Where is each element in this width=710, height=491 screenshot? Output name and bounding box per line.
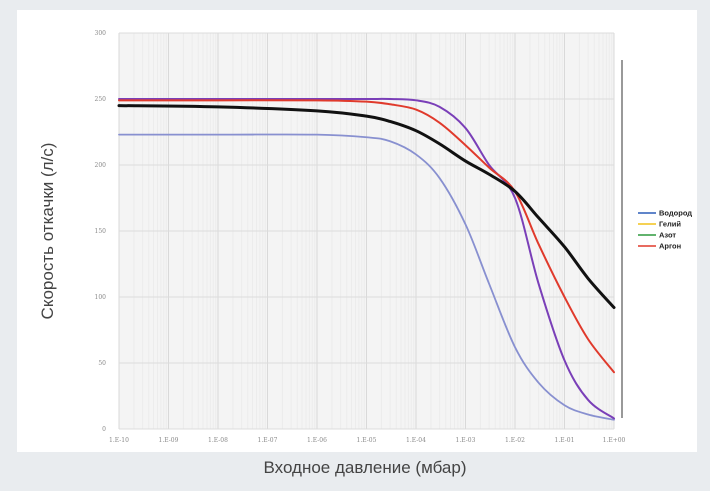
x-tick-label: 1.E-10 [109,437,129,444]
series-line-4 [117,104,616,310]
x-tick-label: 1.E-06 [307,437,327,444]
y-tick-labels: 0 50 100 150 200 250 300 [95,30,107,433]
legend-label: Гелий [659,220,681,229]
legend: Водород Гелий Азот Аргон [638,209,692,251]
x-tick-label: 1.E-03 [456,437,476,444]
y-tick-label: 300 [95,30,107,37]
y-tick-label: 200 [95,162,107,169]
y-axis-title: Скорость откачки (л/с) [38,143,57,320]
legend-label: Аргон [659,242,681,251]
x-tick-label: 1.E-01 [555,437,575,444]
legend-label: Азот [659,231,676,240]
x-axis-title: Входное давление (мбар) [263,458,466,477]
x-tick-label: 1.E-05 [357,437,377,444]
x-tick-label: 1.E+00 [603,437,626,444]
y-tick-label: 100 [95,294,107,301]
series-line-3 [118,99,615,374]
series-line-2 [118,97,615,420]
y-tick-label: 50 [98,360,106,367]
x-tick-label: 1.E-04 [406,437,426,444]
series-lines [117,97,616,421]
x-tick-label: 1.E-08 [208,437,228,444]
x-tick-label: 1.E-09 [159,437,179,444]
x-tick-labels: 1.E-10 1.E-09 1.E-08 1.E-07 1.E-06 1.E-05 1.E-… [109,437,626,444]
x-tick-label: 1.E-07 [258,437,278,444]
y-tick-label: 150 [95,228,107,235]
y-tick-label: 0 [102,426,106,433]
series-line-1 [118,133,615,421]
legend-label: Водород [659,209,692,218]
y-tick-label: 250 [95,96,107,103]
x-tick-label: 1.E-02 [505,437,525,444]
